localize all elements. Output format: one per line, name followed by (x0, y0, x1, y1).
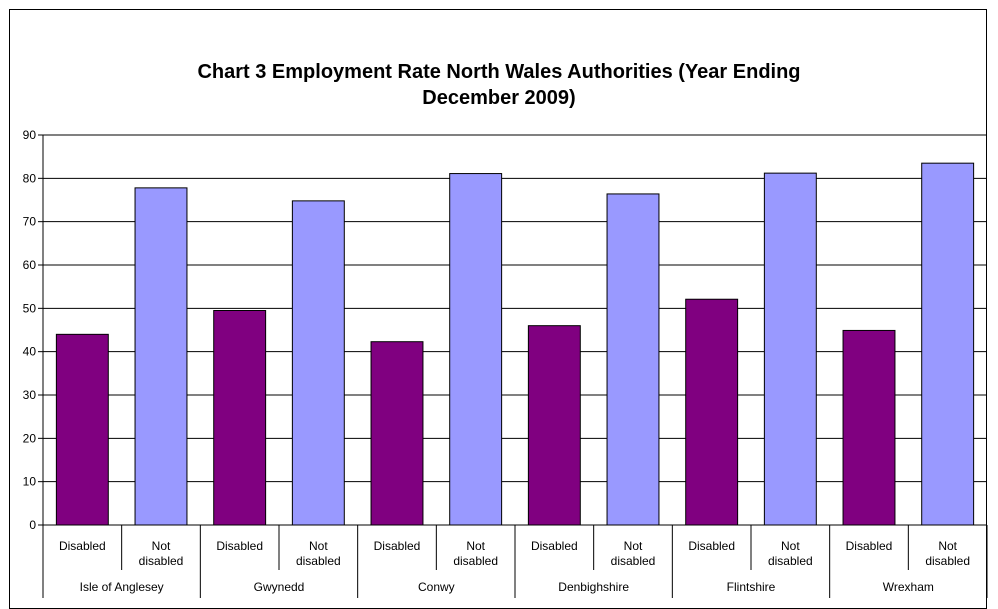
bar-1-0 (213, 310, 267, 526)
x-category-label-0-0: Disabled (59, 539, 106, 553)
y-tick-label-70: 70 (23, 215, 37, 229)
bar-0-0 (55, 333, 109, 526)
x-group-label-0: Isle of Anglesey (80, 580, 164, 594)
bar-2-1 (449, 173, 503, 526)
y-tick-label-40: 40 (23, 345, 37, 359)
bar-0-1 (134, 187, 188, 526)
y-tick-label-10: 10 (23, 475, 37, 489)
x-category-label-4-1-line-1: disabled (768, 554, 813, 568)
bar-5-1 (921, 162, 975, 526)
x-category-label-2-1-line-1: disabled (453, 554, 498, 568)
x-category-label-1-0: Disabled (216, 539, 263, 553)
bar-4-1 (763, 172, 817, 526)
chart-title-line-2: December 2009) (422, 87, 576, 109)
x-category-label-4-1-line-0: Not (781, 539, 800, 553)
bar-3-1 (606, 193, 660, 526)
x-group-label-2: Conwy (418, 580, 455, 594)
y-tick-label-0: 0 (29, 518, 36, 532)
x-category-label-3-1-line-0: Not (624, 539, 643, 553)
x-category-label-4-0: Disabled (688, 539, 735, 553)
x-group-label-1: Gwynedd (254, 580, 305, 594)
y-tick-label-20: 20 (23, 431, 37, 445)
x-category-label-0-1-line-0: Not (152, 539, 171, 553)
x-group-label-5: Wrexham (883, 580, 934, 594)
x-category-label-3-1-line-1: disabled (611, 554, 656, 568)
x-category-label-5-1-line-1: disabled (925, 554, 970, 568)
bar-3-0 (527, 325, 581, 526)
x-category-label-2-1-line-0: Not (466, 539, 485, 553)
x-category-label-1-1-line-0: Not (309, 539, 328, 553)
bar-2-0 (370, 341, 424, 526)
bar-4-0 (685, 298, 739, 526)
x-group-label-4: Flintshire (727, 580, 776, 594)
y-tick-label-60: 60 (23, 258, 37, 272)
bar-1-1 (291, 200, 345, 526)
chart-title-line-1: Chart 3 Employment Rate North Wales Auth… (197, 61, 801, 83)
y-tick-label-90: 90 (23, 128, 37, 142)
x-group-label-3: Denbighshire (558, 580, 629, 594)
bar-5-0 (842, 329, 896, 526)
x-category-label-5-0: Disabled (846, 539, 893, 553)
chart-title: Chart 3 Employment Rate North Wales Auth… (0, 59, 998, 111)
x-category-label-3-0: Disabled (531, 539, 578, 553)
y-tick-label-80: 80 (23, 171, 37, 185)
x-category-label-1-1-line-1: disabled (296, 554, 341, 568)
x-category-label-2-0: Disabled (374, 539, 421, 553)
x-category-label-5-1-line-0: Not (938, 539, 957, 553)
y-tick-label-50: 50 (23, 301, 37, 315)
x-category-label-0-1-line-1: disabled (139, 554, 184, 568)
y-tick-label-30: 30 (23, 388, 37, 402)
